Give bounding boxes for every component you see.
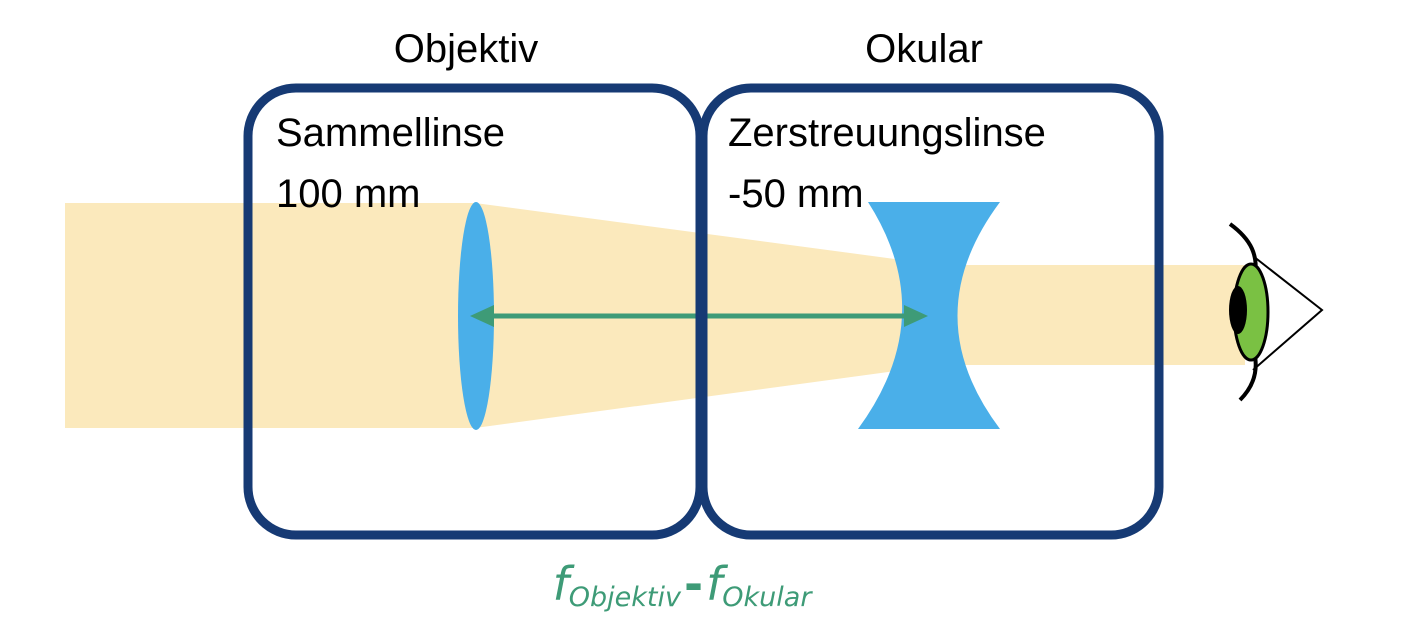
objective-focal-length: 100 mm: [276, 172, 421, 216]
eye-outline: [1252, 255, 1324, 371]
eyepiece-focal-length: -50 mm: [728, 172, 864, 216]
formula-sub-objective: Objektiv: [569, 582, 682, 613]
eyepiece-lens-type: Zerstreuungslinse: [728, 111, 1046, 155]
objective-title: Objektiv: [394, 27, 539, 71]
formula-minus: -: [684, 557, 703, 611]
eyelid-bottom: [1238, 355, 1258, 402]
incoming-beam: [65, 203, 475, 428]
focal-difference-formula: fObjektiv-fOkular: [553, 557, 814, 613]
objective-lens-type: Sammellinse: [276, 111, 505, 155]
arrow-head-right: [904, 305, 928, 327]
eyepiece-frame: [698, 83, 1164, 540]
pupil: [1229, 286, 1247, 334]
formula-sub-eyepiece: Okular: [722, 582, 813, 613]
outgoing-beam: [940, 265, 1245, 365]
arrow-head-left: [470, 305, 494, 327]
eyepiece-title: Okular: [865, 27, 983, 71]
eye-icon: [1228, 222, 1324, 402]
diverging-lens: [858, 202, 1000, 429]
